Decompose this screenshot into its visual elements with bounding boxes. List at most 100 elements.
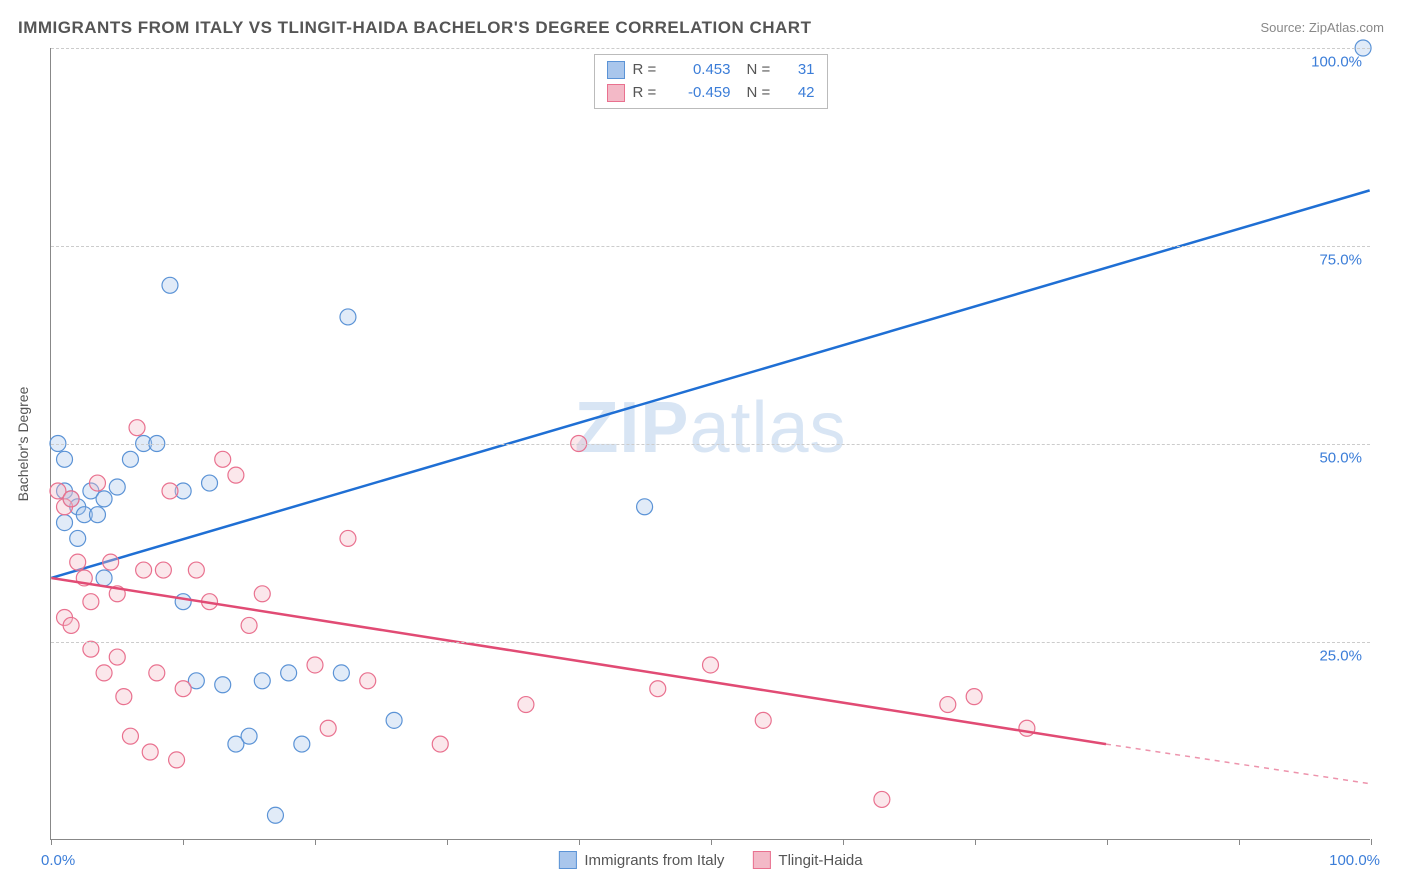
legend-row-series-1: R = 0.453 N = 31 xyxy=(607,59,815,82)
legend-item-2: Tlingit-Haida xyxy=(752,851,862,869)
y-tick-label: 100.0% xyxy=(1311,54,1362,71)
scatter-point xyxy=(966,689,982,705)
x-tick xyxy=(315,839,316,845)
scatter-point xyxy=(175,681,191,697)
scatter-point xyxy=(149,665,165,681)
scatter-point xyxy=(155,562,171,578)
grid-line xyxy=(51,444,1370,445)
scatter-point xyxy=(96,570,112,586)
scatter-point xyxy=(162,483,178,499)
scatter-point xyxy=(109,649,125,665)
trend-line-dashed xyxy=(1106,744,1370,784)
x-tick xyxy=(1371,839,1372,845)
x-tick xyxy=(447,839,448,845)
scatter-point xyxy=(307,657,323,673)
series-legend: Immigrants from Italy Tlingit-Haida xyxy=(558,851,862,869)
scatter-point xyxy=(294,736,310,752)
n-value-2: 42 xyxy=(785,82,815,105)
y-tick-label: 50.0% xyxy=(1319,450,1362,467)
scatter-point xyxy=(202,475,218,491)
source-attribution: Source: ZipAtlas.com xyxy=(1260,20,1384,35)
source-prefix: Source: xyxy=(1260,20,1308,35)
y-axis-title: Bachelor's Degree xyxy=(15,386,31,501)
legend-swatch-1 xyxy=(607,61,625,79)
scatter-point xyxy=(215,451,231,467)
scatter-point xyxy=(340,530,356,546)
scatter-point xyxy=(215,677,231,693)
chart-title: IMMIGRANTS FROM ITALY VS TLINGIT-HAIDA B… xyxy=(18,18,811,38)
series-2-name: Tlingit-Haida xyxy=(778,852,862,869)
n-label: N = xyxy=(747,82,777,105)
scatter-point xyxy=(116,689,132,705)
scatter-point xyxy=(518,697,534,713)
series-1-name: Immigrants from Italy xyxy=(584,852,724,869)
scatter-point xyxy=(254,586,270,602)
r-label: R = xyxy=(633,82,663,105)
scatter-point xyxy=(57,451,73,467)
legend-swatch-bottom-2 xyxy=(752,851,770,869)
source-link[interactable]: ZipAtlas.com xyxy=(1309,20,1384,35)
x-tick xyxy=(579,839,580,845)
scatter-point xyxy=(83,594,99,610)
scatter-point xyxy=(70,530,86,546)
scatter-point xyxy=(360,673,376,689)
scatter-point xyxy=(228,467,244,483)
scatter-point xyxy=(386,712,402,728)
x-tick xyxy=(1239,839,1240,845)
scatter-point xyxy=(241,617,257,633)
scatter-point xyxy=(109,479,125,495)
scatter-point xyxy=(175,594,191,610)
y-tick-label: 25.0% xyxy=(1319,648,1362,665)
scatter-point xyxy=(755,712,771,728)
scatter-point xyxy=(122,451,138,467)
y-tick-label: 75.0% xyxy=(1319,252,1362,269)
scatter-point xyxy=(703,657,719,673)
legend-swatch-bottom-1 xyxy=(558,851,576,869)
correlation-legend: R = 0.453 N = 31 R = -0.459 N = 42 xyxy=(594,54,828,109)
scatter-point xyxy=(340,309,356,325)
scatter-point xyxy=(169,752,185,768)
scatter-point xyxy=(650,681,666,697)
scatter-point xyxy=(89,507,105,523)
scatter-point xyxy=(874,791,890,807)
scatter-point xyxy=(333,665,349,681)
scatter-point xyxy=(89,475,105,491)
scatter-point xyxy=(122,728,138,744)
scatter-point xyxy=(96,665,112,681)
n-value-1: 31 xyxy=(785,59,815,82)
x-tick xyxy=(711,839,712,845)
scatter-point xyxy=(241,728,257,744)
legend-row-series-2: R = -0.459 N = 42 xyxy=(607,82,815,105)
scatter-point xyxy=(637,499,653,515)
r-value-2: -0.459 xyxy=(671,82,731,105)
scatter-point xyxy=(1019,720,1035,736)
legend-item-1: Immigrants from Italy xyxy=(558,851,724,869)
scatter-point xyxy=(70,554,86,570)
scatter-point xyxy=(320,720,336,736)
x-tick xyxy=(51,839,52,845)
chart-plot-area: Bachelor's Degree ZIPatlas R = 0.453 N =… xyxy=(50,48,1370,840)
scatter-point xyxy=(254,673,270,689)
grid-line xyxy=(51,642,1370,643)
x-tick xyxy=(975,839,976,845)
scatter-point xyxy=(57,515,73,531)
x-tick xyxy=(843,839,844,845)
scatter-point xyxy=(940,697,956,713)
scatter-point xyxy=(136,562,152,578)
scatter-point xyxy=(96,491,112,507)
scatter-point xyxy=(129,420,145,436)
scatter-point xyxy=(162,277,178,293)
scatter-point xyxy=(267,807,283,823)
n-label: N = xyxy=(747,59,777,82)
r-value-1: 0.453 xyxy=(671,59,731,82)
grid-line xyxy=(51,246,1370,247)
scatter-point xyxy=(188,562,204,578)
trend-line xyxy=(51,190,1369,578)
scatter-point xyxy=(63,491,79,507)
x-axis-max-label: 100.0% xyxy=(1329,852,1380,869)
scatter-point xyxy=(63,617,79,633)
trend-line xyxy=(51,578,1106,744)
x-axis-min-label: 0.0% xyxy=(41,852,75,869)
grid-line xyxy=(51,48,1370,49)
x-tick xyxy=(183,839,184,845)
